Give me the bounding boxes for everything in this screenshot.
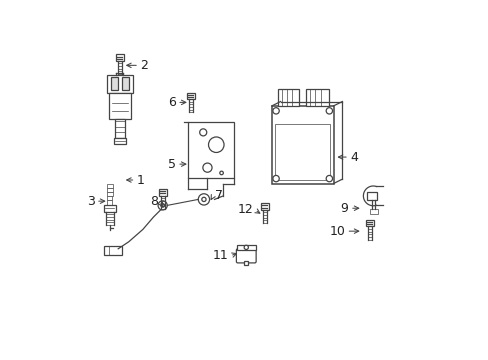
Bar — [236, 244, 255, 250]
Circle shape — [325, 175, 332, 182]
Circle shape — [199, 129, 206, 136]
Bar — [122, 77, 128, 90]
Bar — [104, 246, 122, 255]
Bar — [103, 205, 116, 212]
Text: 2: 2 — [140, 59, 148, 72]
Circle shape — [272, 108, 279, 114]
Text: 12: 12 — [237, 203, 253, 216]
Text: 7: 7 — [214, 189, 222, 202]
Text: 9: 9 — [340, 202, 348, 215]
Bar — [261, 203, 268, 210]
Bar — [366, 192, 376, 200]
Circle shape — [202, 197, 205, 202]
Text: 3: 3 — [86, 195, 94, 208]
Bar — [107, 201, 112, 205]
Bar — [111, 77, 118, 90]
Text: 6: 6 — [167, 96, 175, 109]
Bar — [159, 189, 166, 195]
Bar — [305, 89, 328, 106]
Circle shape — [198, 194, 209, 205]
Text: 1: 1 — [137, 174, 144, 186]
Circle shape — [208, 137, 224, 153]
FancyBboxPatch shape — [236, 249, 256, 263]
Bar — [271, 106, 333, 184]
Circle shape — [158, 201, 167, 210]
Text: 10: 10 — [328, 225, 345, 238]
Circle shape — [325, 108, 332, 114]
Bar — [107, 75, 132, 93]
Bar — [369, 208, 377, 214]
Bar — [186, 93, 194, 99]
Circle shape — [203, 163, 212, 172]
Circle shape — [272, 175, 279, 182]
Bar — [114, 138, 126, 144]
Bar — [244, 261, 248, 265]
Bar — [365, 220, 373, 226]
Bar — [107, 192, 112, 196]
Circle shape — [244, 245, 248, 249]
Bar — [278, 89, 299, 106]
Text: 4: 4 — [349, 150, 358, 163]
Text: 5: 5 — [167, 158, 175, 171]
Bar — [109, 93, 131, 118]
Bar — [115, 118, 124, 138]
Bar — [188, 122, 233, 178]
Bar — [275, 123, 329, 180]
Bar — [106, 188, 113, 192]
Bar — [116, 54, 123, 61]
Bar — [107, 196, 112, 201]
Bar — [106, 184, 113, 188]
Text: 11: 11 — [212, 249, 228, 262]
Circle shape — [161, 204, 164, 207]
Text: 8: 8 — [150, 195, 158, 208]
Circle shape — [219, 171, 223, 175]
